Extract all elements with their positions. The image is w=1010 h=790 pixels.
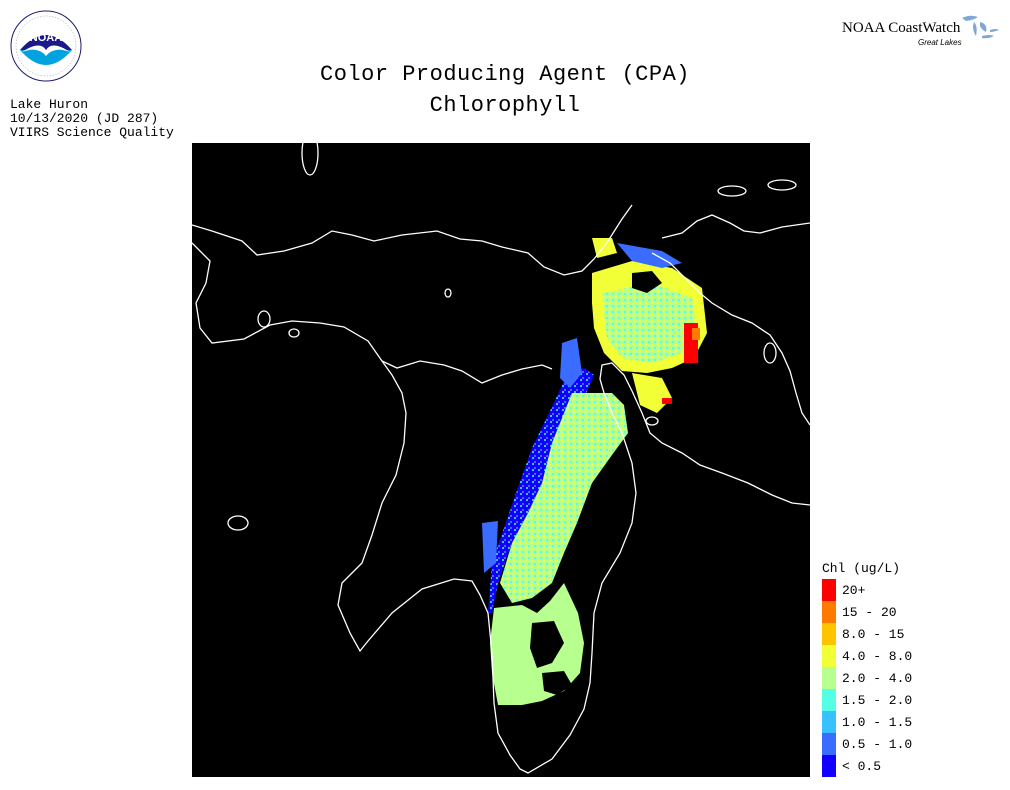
legend-label: 1.0 - 1.5 [842, 714, 913, 730]
chlorophyll-map [192, 143, 810, 777]
legend-label: 15 - 20 [842, 604, 897, 620]
legend-label: 2.0 - 4.0 [842, 670, 913, 686]
lake-name: Lake Huron [10, 97, 89, 112]
acquisition-date: 10/13/2020 (JD 287) [10, 111, 159, 126]
legend-item: 1.0 - 1.5 [822, 711, 912, 733]
legend-title: Chl (ug/L) [822, 561, 901, 576]
legend-item: 8.0 - 15 [822, 623, 912, 645]
legend-swatch [822, 667, 836, 689]
sensor-name: VIIRS Science Quality [10, 125, 174, 140]
coastwatch-brand: NOAA CoastWatch Great Lakes [838, 12, 1008, 52]
legend-label: 0.5 - 1.0 [842, 736, 913, 752]
legend-label: < 0.5 [842, 758, 882, 774]
legend-label: 8.0 - 15 [842, 626, 905, 642]
brand-title: NOAA CoastWatch [842, 20, 961, 36]
map-canvas [192, 143, 810, 774]
map-legend: Chl (ug/L) 20+ 15 - 20 8.0 - 15 4.0 - 8.0 2.… [822, 561, 912, 777]
legend-item: 4.0 - 8.0 [822, 645, 912, 667]
image-metadata: Lake Huron 10/13/2020 (JD 287) VIIRS Sci… [10, 98, 174, 140]
legend-item: 0.5 - 1.0 [822, 733, 912, 755]
noaa-logo: NOAA [10, 10, 82, 82]
brand-subtitle: Great Lakes [918, 38, 962, 47]
chart-subtitle: Chlorophyll [429, 93, 581, 118]
legend-swatch [822, 645, 836, 667]
noaa-seagull-emblem-icon: NOAA [10, 10, 82, 82]
legend-item: 2.0 - 4.0 [822, 667, 912, 689]
legend-item: 20+ [822, 579, 912, 601]
coastlines [192, 143, 810, 774]
legend-label: 4.0 - 8.0 [842, 648, 913, 664]
great-lakes-icon [962, 15, 999, 39]
legend-swatch [822, 689, 836, 711]
legend-swatch [822, 755, 836, 777]
chart-title: Color Producing Agent (CPA) [320, 62, 690, 87]
legend-swatch [822, 623, 836, 645]
chlorophyll-pixels [482, 238, 707, 705]
legend-label: 1.5 - 2.0 [842, 692, 913, 708]
legend-item: < 0.5 [822, 755, 912, 777]
legend-swatch [822, 733, 836, 755]
legend-item: 15 - 20 [822, 601, 912, 623]
legend-swatch [822, 579, 836, 601]
legend-label: 20+ [842, 582, 866, 598]
legend-swatch [822, 711, 836, 733]
noaa-logo-text: NOAA [30, 32, 62, 44]
legend-item: 1.5 - 2.0 [822, 689, 912, 711]
legend-swatch [822, 601, 836, 623]
